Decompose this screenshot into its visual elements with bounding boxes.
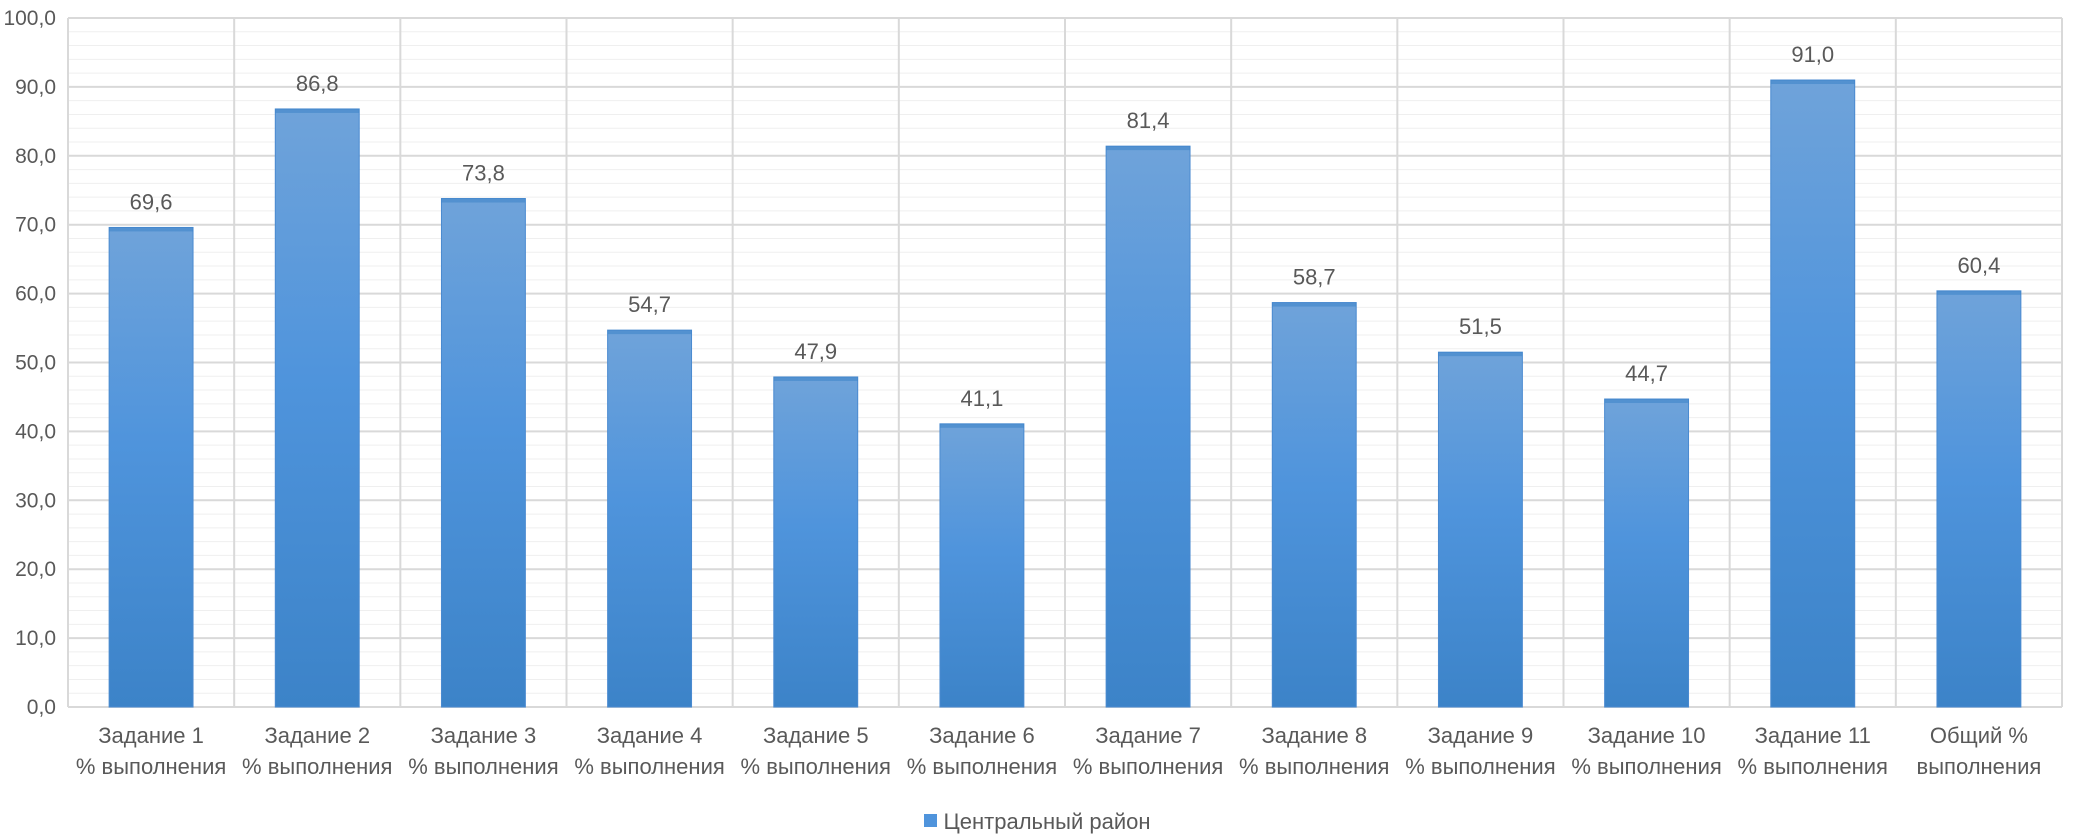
data-label: 81,4: [1127, 108, 1170, 133]
legend: Центральный район: [0, 808, 2075, 835]
data-labels: 69,6 86,8 73,8 54,7 47,9 41,1 81,4 58,7 51,5 44,7…: [130, 42, 2001, 411]
data-label: 47,9: [794, 339, 837, 364]
x-tick-label: Задание 7: [1095, 723, 1201, 748]
x-tick-label: Задание 9: [1428, 723, 1534, 748]
y-axis-tick-labels: 0,0 10,0 20,0 30,0 40,0 50,0 60,0 70,0 80,0 90,0 1…: [3, 7, 56, 719]
data-label: 54,7: [628, 292, 671, 317]
y-tick-label: 40,0: [15, 420, 56, 443]
bar: [1936, 290, 2022, 708]
bar-top-edge: [1604, 399, 1689, 404]
x-tick-label: Задание 4: [597, 723, 703, 748]
x-tick-label: % выполнения: [907, 754, 1057, 779]
bar-top-edge: [441, 198, 526, 203]
x-tick-label: % выполнения: [408, 754, 558, 779]
data-label: 60,4: [1958, 253, 2001, 278]
x-tick-label: % выполнения: [1738, 754, 1888, 779]
x-axis-category-labels: Задание 1 % выполнения Задание 2 % выполнен…: [76, 723, 2041, 779]
x-tick-label: % выполнения: [574, 754, 724, 779]
x-tick-label: Задание 11: [1755, 723, 1871, 748]
bar-top-edge: [1438, 352, 1523, 357]
x-tick-label: Задание 1: [98, 723, 204, 748]
bar: [773, 376, 859, 708]
x-tick-label: % выполнения: [1571, 754, 1721, 779]
bar-top-edge: [773, 376, 858, 381]
data-label: 58,7: [1293, 265, 1336, 290]
x-tick-label: Задание 2: [264, 723, 370, 748]
bar: [1604, 398, 1690, 708]
x-tick-label: Задание 6: [929, 723, 1035, 748]
bar-top-edge: [275, 108, 360, 113]
bar-top-edge: [109, 227, 194, 232]
bar: [274, 108, 360, 708]
x-tick-label: Общий %: [1930, 723, 2028, 748]
data-label: 86,8: [296, 71, 339, 96]
x-tick-label: Задание 10: [1588, 723, 1706, 748]
bar: [1271, 302, 1357, 708]
x-tick-label: % выполнения: [1239, 754, 1389, 779]
bar-top-edge: [607, 330, 692, 335]
bar-series: [108, 79, 2022, 708]
y-tick-label: 100,0: [3, 7, 56, 30]
x-tick-label: % выполнения: [76, 754, 226, 779]
bar: [1105, 145, 1191, 708]
bar-top-edge: [939, 423, 1024, 428]
bar: [939, 423, 1025, 708]
x-tick-label: % выполнения: [1405, 754, 1555, 779]
bar-top-edge: [1936, 290, 2021, 295]
y-tick-label: 50,0: [15, 352, 56, 375]
data-label: 91,0: [1791, 42, 1834, 67]
bar: [1437, 351, 1523, 708]
bar: [108, 226, 194, 708]
y-tick-label: 70,0: [15, 214, 56, 237]
x-tick-label: % выполнения: [741, 754, 891, 779]
legend-label-central-district: Центральный район: [943, 809, 1151, 835]
bar-chart-plot: 69,6 86,8 73,8 54,7 47,9 41,1 81,4 58,7 51,5 44,7…: [3, 7, 2063, 779]
data-label: 73,8: [462, 161, 505, 186]
y-tick-label: 90,0: [15, 76, 56, 99]
bar: [1770, 79, 1856, 708]
y-tick-label: 30,0: [15, 489, 56, 512]
bar: [607, 329, 693, 708]
x-tick-label: Задание 3: [431, 723, 537, 748]
legend-swatch: [924, 813, 938, 827]
y-tick-label: 60,0: [15, 283, 56, 306]
x-tick-label: % выполнения: [1073, 754, 1223, 779]
bar-top-edge: [1770, 80, 1855, 85]
x-tick-label: Задание 5: [763, 723, 869, 748]
x-tick-label: % выполнения: [242, 754, 392, 779]
y-tick-label: 10,0: [15, 627, 56, 650]
bar-top-edge: [1272, 302, 1357, 307]
x-tick-label: Задание 8: [1261, 723, 1367, 748]
y-tick-label: 0,0: [27, 696, 56, 719]
x-tick-label: выполнения: [1917, 754, 2042, 779]
data-label: 44,7: [1625, 361, 1668, 386]
bar-top-edge: [1106, 146, 1191, 151]
y-tick-label: 20,0: [15, 558, 56, 581]
bar: [440, 198, 526, 708]
major-gridlines: [67, 17, 2063, 708]
data-label: 69,6: [130, 189, 173, 214]
data-label: 41,1: [961, 386, 1004, 411]
y-tick-label: 80,0: [15, 145, 56, 168]
data-label: 51,5: [1459, 314, 1502, 339]
